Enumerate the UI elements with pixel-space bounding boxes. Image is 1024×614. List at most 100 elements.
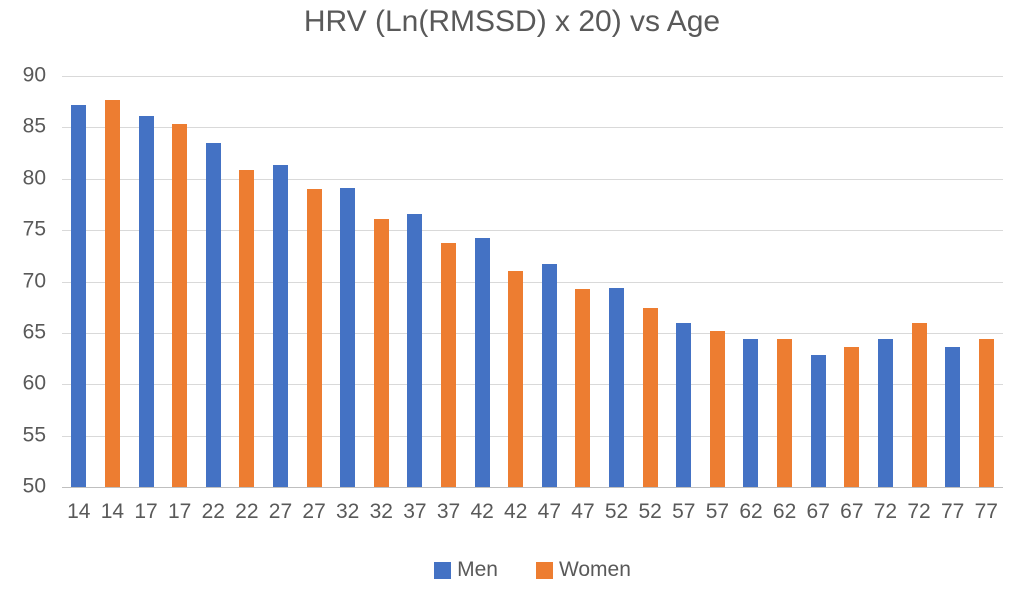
chart-title: HRV (Ln(RMSSD) x 20) vs Age	[303, 5, 721, 38]
gridlines	[62, 76, 1003, 488]
x-tick-label-men-32: 32	[336, 500, 360, 523]
bar-men-32	[340, 188, 356, 487]
bar-men-37	[407, 213, 423, 487]
bar-women-42	[508, 271, 524, 487]
gridline-85	[62, 127, 1003, 129]
x-tick-label-women-17: 17	[167, 500, 192, 523]
legend-item-men: Men	[434, 558, 498, 582]
bar-slot	[936, 76, 970, 487]
x-tick-label-women-32: 32	[369, 500, 393, 523]
legend-swatch-women	[535, 561, 553, 579]
y-axis-labels: 90 85 80 75 70 65 60 55 50	[0, 65, 46, 497]
bar-men-17	[138, 116, 154, 487]
bar-women-37	[441, 243, 456, 487]
bar-slot	[264, 76, 298, 487]
x-tick-label-men-62: 62	[739, 500, 763, 523]
bar-men-47	[541, 264, 557, 487]
x-tick-label-women-57: 57	[705, 500, 730, 523]
x-tick-label-women-47: 47	[571, 500, 595, 523]
bar-women-77	[978, 339, 994, 487]
bar-women-22	[239, 169, 255, 487]
bar-slot	[398, 76, 432, 487]
bar-slot	[331, 76, 365, 487]
bar-women-72	[911, 322, 927, 487]
x-tick-label-men-37: 37	[403, 500, 427, 523]
x-tick-label-women-72: 72	[907, 500, 931, 523]
bar-slot	[432, 76, 466, 487]
y-tick-label-85: 85	[22, 115, 46, 139]
x-tick-label-women-27: 27	[302, 500, 326, 523]
bar-women-32	[373, 218, 389, 487]
bar-slot	[129, 76, 163, 487]
gridline-55	[62, 435, 1003, 437]
x-tick-label-men-47: 47	[537, 500, 562, 523]
bar-men-22	[205, 142, 221, 487]
x-tick-label-women-42: 42	[504, 500, 528, 523]
bar-slot	[869, 76, 903, 487]
bar-slot	[297, 76, 331, 487]
x-tick-label-men-22: 22	[201, 500, 225, 523]
plot-area	[62, 76, 1003, 488]
legend: Men Women	[62, 558, 1003, 582]
bar-slot	[734, 76, 768, 487]
bar-slot	[465, 76, 499, 487]
legend-label-men: Men	[457, 558, 498, 581]
legend-label-women: Women	[558, 558, 631, 581]
x-tick-label-women-62: 62	[772, 500, 797, 523]
gridline-60	[62, 384, 1003, 386]
x-tick-label-women-14: 14	[100, 500, 125, 523]
bar-men-77	[945, 347, 961, 487]
bar-slot	[969, 76, 1003, 487]
bar-slot	[230, 76, 264, 487]
bar-slot	[667, 76, 701, 487]
bar-women-62	[777, 339, 793, 487]
bar-slot	[633, 76, 667, 487]
bar-slot	[533, 76, 567, 487]
x-tick-label-men-17: 17	[134, 500, 158, 523]
bar-men-67	[810, 355, 826, 487]
bar-men-52	[609, 287, 625, 487]
legend-swatch-men	[434, 561, 452, 579]
bar-men-27	[272, 165, 288, 487]
bar-slot	[768, 76, 802, 487]
y-tick-label-50: 50	[22, 474, 46, 498]
x-tick-label-women-22: 22	[235, 500, 259, 523]
x-tick-label-men-42: 42	[470, 500, 494, 523]
bar-women-47	[575, 288, 591, 487]
bar-slot	[196, 76, 230, 487]
x-tick-label-men-77: 77	[940, 500, 965, 523]
bar-slot	[701, 76, 735, 487]
bar-slot	[600, 76, 634, 487]
bar-men-14	[71, 104, 87, 487]
bar-slot	[902, 76, 936, 487]
gridline-75	[62, 230, 1003, 232]
bar-slot	[163, 76, 197, 487]
gridline-80	[62, 178, 1003, 180]
bar-women-57	[709, 330, 725, 487]
x-tick-label-women-67: 67	[840, 500, 864, 523]
bar-women-27	[306, 189, 322, 487]
x-tick-label-women-52: 52	[638, 500, 662, 523]
bar-slot	[364, 76, 398, 487]
bar-slot	[499, 76, 533, 487]
x-tick-label-men-72: 72	[873, 500, 898, 523]
bar-slot	[566, 76, 600, 487]
bar-women-14	[104, 99, 120, 487]
x-tick-label-men-67: 67	[806, 500, 830, 523]
y-tick-label-80: 80	[22, 166, 46, 190]
gridline-65	[62, 332, 1003, 334]
bar-men-62	[743, 339, 759, 487]
legend-item-women: Women	[535, 558, 631, 582]
y-tick-label-90: 90	[22, 63, 46, 87]
bar-women-52	[642, 308, 658, 487]
bar-slot	[96, 76, 130, 487]
bar-men-72	[877, 339, 893, 487]
x-axis-labels: 14 14 17 17 22 22 27 27 32 32 37 37 42 42 47 47 52 52 57 57…	[62, 499, 1003, 525]
bars	[62, 76, 1003, 487]
bar-slot	[801, 76, 835, 487]
bar-women-17	[172, 124, 188, 487]
x-tick-label-women-37: 37	[436, 500, 461, 523]
y-tick-label-75: 75	[22, 217, 46, 241]
y-tick-label-55: 55	[22, 423, 46, 447]
